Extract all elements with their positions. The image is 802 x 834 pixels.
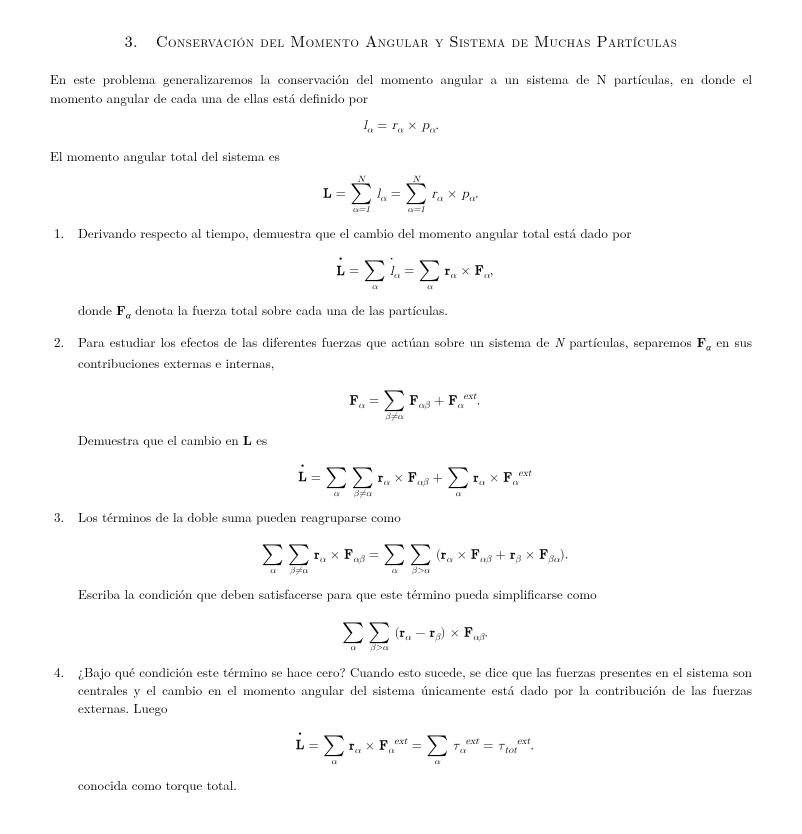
section-title-text: Conservación del Momento Angular y Siste… bbox=[156, 29, 677, 52]
equation-total-L: L = N∑α=1 lα = N∑α=1 rα × pα. bbox=[50, 175, 752, 214]
item2-text: Para estudiar los efectos de las diferen… bbox=[78, 332, 752, 372]
item3-text: Los términos de la doble suma pueden rea… bbox=[78, 507, 401, 526]
equation-Falpha-decomp: Fα = ∑β≠α Fαβ + Fαext. bbox=[78, 382, 752, 421]
item1-text: Derivando respecto al tiempo, demuestra … bbox=[78, 223, 631, 242]
equation-Ldot-2: L = ∑α ∑β≠α rα × Fαβ + ∑α rα × Fαext bbox=[78, 459, 752, 498]
section-number: 3. bbox=[125, 29, 138, 52]
problem-item-1: Derivando respecto al tiempo, demuestra … bbox=[50, 224, 752, 322]
item4-text: ¿Bajo qué condición este término se hace… bbox=[78, 662, 752, 717]
problem-item-4: ¿Bajo qué condición este término se hace… bbox=[50, 663, 752, 795]
equation-simplified: ∑α ∑β>α (rα − rβ) × Fαβ. bbox=[78, 614, 752, 653]
item2-midtext: Demuestra que el cambio en L es bbox=[78, 430, 267, 449]
section-title: 3. Conservación del Momento Angular y Si… bbox=[50, 30, 752, 52]
item4-after: conocida como torque total. bbox=[78, 775, 237, 794]
item3-midtext: Escriba la condición que deben satisface… bbox=[78, 584, 597, 603]
equation-regroup: ∑α ∑β≠α rα × Fαβ = ∑α ∑β>α (rα × Fαβ + r… bbox=[78, 536, 752, 575]
intro-paragraph-1: En este problema generalizaremos la cons… bbox=[50, 70, 752, 106]
problem-item-2: Para estudiar los efectos de las diferen… bbox=[50, 333, 752, 499]
equation-l-alpha: lα = rα × pα. bbox=[50, 117, 752, 137]
problem-list: Derivando respecto al tiempo, demuestra … bbox=[50, 224, 752, 794]
equation-Ldot-1: L = ∑α lα = ∑α rα × Fα, bbox=[78, 252, 752, 291]
problem-item-3: Los términos de la doble suma pueden rea… bbox=[50, 508, 752, 652]
item1-after: donde Fα denota la fuerza total sobre ca… bbox=[78, 300, 448, 319]
intro-paragraph-2: El momento angular total del sistema es bbox=[50, 147, 752, 165]
equation-torque-total: L = ∑α rα × Fαext = ∑α ταext = τtotext. bbox=[78, 727, 752, 766]
